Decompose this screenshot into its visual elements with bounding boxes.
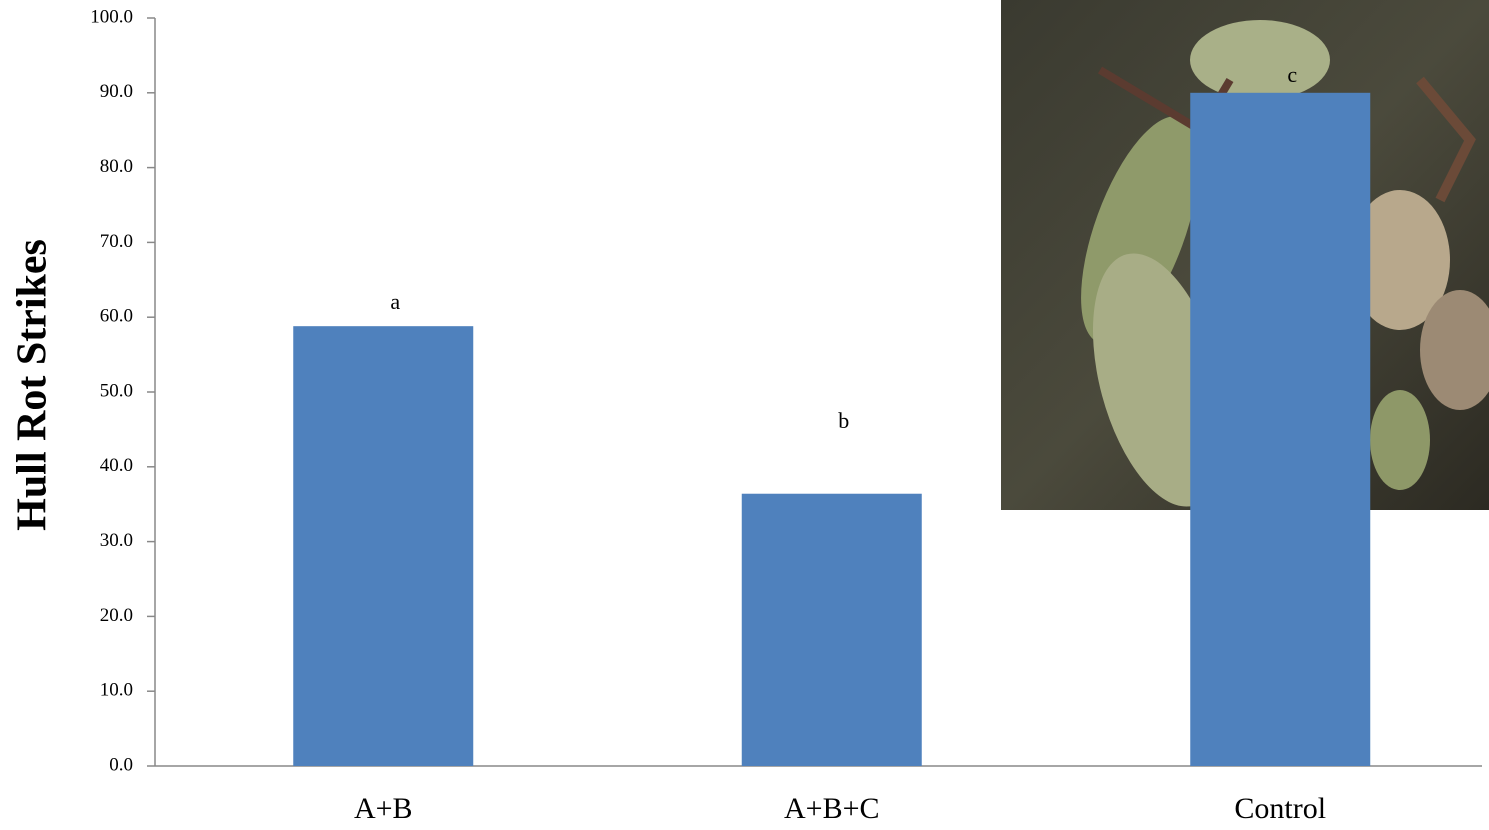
- y-tick-label: 50.0: [100, 380, 133, 401]
- y-tick-label: 100.0: [90, 6, 133, 27]
- x-tick-label: Control: [1234, 792, 1326, 825]
- y-tick-label: 40.0: [100, 455, 133, 476]
- y-tick-label: 30.0: [100, 530, 133, 551]
- bar-annotation: b: [838, 408, 849, 433]
- y-tick-label: 10.0: [100, 680, 133, 701]
- y-axis-title: Hull Rot Strikes: [10, 239, 56, 531]
- y-tick-label: 90.0: [100, 81, 133, 102]
- bar-annotation: a: [390, 289, 400, 314]
- chart: Hull Rot Strikes 0.0 10.0 20.0 30.0 40.0 50.0…: [0, 0, 1489, 830]
- x-tick-label: A+B: [354, 792, 413, 825]
- bar-annotation: c: [1287, 62, 1297, 87]
- y-tick-label: 80.0: [100, 156, 133, 177]
- bar: [293, 326, 473, 766]
- bar: [1190, 93, 1370, 766]
- y-tick-label: 60.0: [100, 306, 133, 327]
- bar: [742, 494, 922, 766]
- y-tick-label: 20.0: [100, 605, 133, 626]
- y-tick-label: 70.0: [100, 231, 133, 252]
- y-tick-label: 0.0: [109, 754, 133, 775]
- x-tick-label: A+B+C: [784, 792, 880, 825]
